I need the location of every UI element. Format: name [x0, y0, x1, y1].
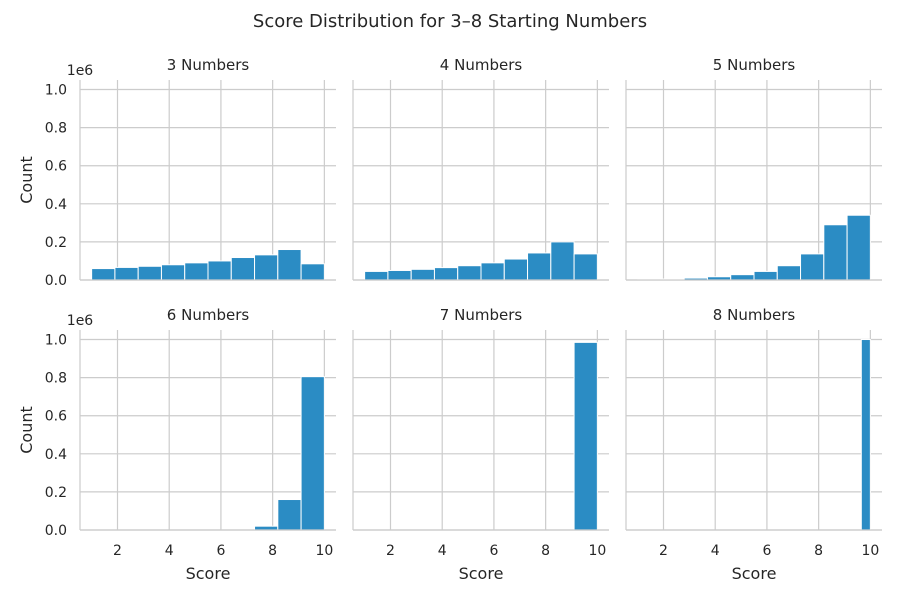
y-tick-label: 1.0 [45, 333, 67, 349]
x-tick-label: 2 [113, 543, 122, 559]
x-tick-label: 2 [659, 543, 668, 559]
panel-title: 6 Numbers [167, 306, 250, 324]
facet-panel: 7 Numbers 2 4 6 8 10 Score [352, 306, 609, 583]
histogram-bar [823, 224, 848, 281]
histogram-bar [160, 264, 186, 281]
x-tick-label: 10 [315, 543, 333, 559]
x-tick-label: 10 [588, 543, 606, 559]
panel-title: 8 Numbers [713, 306, 796, 324]
histogram-bar [254, 254, 279, 281]
panel-title: 3 Numbers [167, 56, 250, 74]
histogram-bar [207, 260, 232, 281]
x-tick-label: 4 [438, 543, 447, 559]
x-tick-label: 2 [386, 543, 395, 559]
panel-title: 5 Numbers [713, 56, 796, 74]
y-tick-label: 1.0 [45, 83, 67, 99]
x-tick-label: 6 [489, 543, 498, 559]
x-axis-label: Score [186, 564, 231, 583]
histogram-bar [410, 268, 435, 281]
panel-title: 7 Numbers [440, 306, 523, 324]
histogram-bar [364, 270, 389, 281]
y-axis-label: Count [17, 156, 36, 204]
y-tick-label: 0.2 [45, 235, 67, 251]
histogram-bar [387, 269, 412, 281]
facet-panel: 5 Numbers [625, 56, 882, 281]
histogram-bar [800, 253, 825, 281]
y-tick-label: 0.6 [45, 409, 67, 425]
x-tick-label: 4 [711, 543, 720, 559]
x-tick-label: 8 [541, 543, 550, 559]
histogram-bar [846, 214, 871, 281]
histogram-bar [433, 267, 459, 281]
histogram-bar [503, 258, 529, 281]
y-tick-label: 0.0 [45, 273, 67, 289]
figure-title: Score Distribution for 3–8 Starting Numb… [253, 11, 647, 32]
x-tick-label: 8 [814, 543, 823, 559]
y-offset-label: 1e6 [67, 63, 94, 79]
x-tick-label: 8 [268, 543, 277, 559]
histogram-bar [230, 257, 256, 281]
histogram-bar [550, 241, 575, 281]
histogram-bar [184, 262, 209, 281]
x-tick-label: 6 [216, 543, 225, 559]
histogram-bar [573, 253, 598, 281]
histogram-bar [277, 499, 302, 531]
x-tick-label: 4 [165, 543, 174, 559]
x-axis-label: Score [459, 564, 504, 583]
y-tick-label: 0.0 [45, 523, 67, 539]
y-tick-label: 0.8 [45, 371, 67, 387]
histogram-bar [480, 262, 505, 281]
y-tick-label: 0.2 [45, 485, 67, 501]
histogram-bar [277, 249, 302, 281]
histogram-bar [776, 265, 802, 281]
histogram-bar [300, 376, 325, 531]
histogram-bar [137, 265, 162, 281]
histogram-bar [573, 341, 598, 531]
histogram-bar [114, 266, 139, 281]
facet-panel: 4 Numbers [352, 56, 609, 281]
y-axis-label: Count [17, 406, 36, 454]
y-tick-label: 0.4 [45, 447, 67, 463]
histogram-bar [753, 270, 778, 281]
histogram-bar [527, 252, 552, 281]
panel-title: 4 Numbers [440, 56, 523, 74]
facet-panel: 8 Numbers 2 4 6 8 10 Score [625, 306, 882, 583]
y-offset-label: 1e6 [67, 313, 94, 329]
histogram-bar [457, 265, 482, 281]
y-tick-label: 0.4 [45, 197, 67, 213]
histogram-bar [91, 268, 116, 281]
y-tick-label: 0.6 [45, 159, 67, 175]
x-tick-label: 6 [762, 543, 771, 559]
histogram-bar [860, 339, 871, 531]
histogram-bar [730, 274, 755, 281]
x-tick-label: 10 [861, 543, 879, 559]
histogram-bar [300, 263, 325, 281]
y-tick-label: 0.8 [45, 121, 67, 137]
x-axis-label: Score [732, 564, 777, 583]
